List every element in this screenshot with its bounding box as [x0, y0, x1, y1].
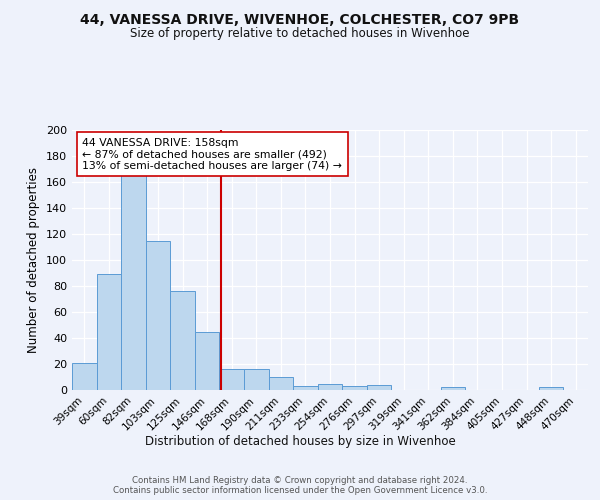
- Bar: [121, 172, 146, 390]
- Text: 44 VANESSA DRIVE: 158sqm
← 87% of detached houses are smaller (492)
13% of semi-: 44 VANESSA DRIVE: 158sqm ← 87% of detach…: [82, 138, 342, 171]
- Bar: [220, 369, 244, 390]
- Bar: [342, 386, 367, 390]
- Bar: [269, 377, 293, 390]
- Text: Distribution of detached houses by size in Wivenhoe: Distribution of detached houses by size …: [145, 435, 455, 448]
- Bar: [170, 291, 195, 390]
- Bar: [146, 240, 170, 390]
- Text: Contains HM Land Registry data © Crown copyright and database right 2024.
Contai: Contains HM Land Registry data © Crown c…: [113, 476, 487, 495]
- Bar: [367, 385, 391, 390]
- Y-axis label: Number of detached properties: Number of detached properties: [28, 167, 40, 353]
- Bar: [72, 362, 97, 390]
- Text: 44, VANESSA DRIVE, WIVENHOE, COLCHESTER, CO7 9PB: 44, VANESSA DRIVE, WIVENHOE, COLCHESTER,…: [80, 12, 520, 26]
- Bar: [539, 388, 563, 390]
- Bar: [293, 386, 318, 390]
- Bar: [97, 274, 121, 390]
- Text: Size of property relative to detached houses in Wivenhoe: Size of property relative to detached ho…: [130, 28, 470, 40]
- Bar: [244, 369, 269, 390]
- Bar: [440, 388, 465, 390]
- Bar: [195, 332, 220, 390]
- Bar: [318, 384, 342, 390]
